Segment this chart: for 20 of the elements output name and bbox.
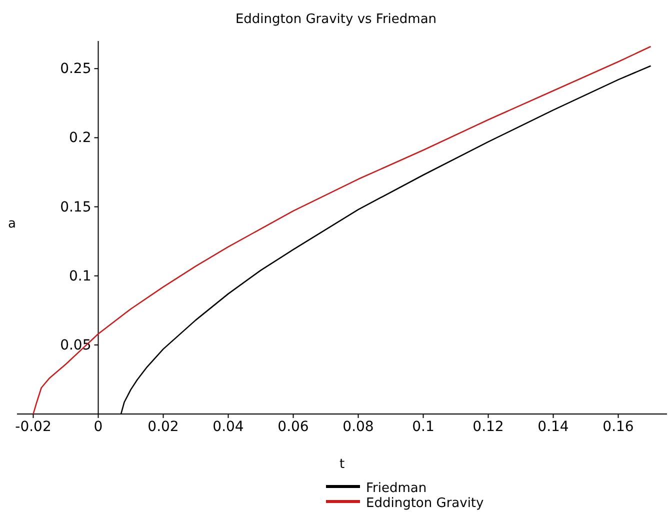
y-tick-label: 0.2 [68,130,92,146]
x-tick-label: 0.06 [278,418,309,435]
x-tick-label: 0.02 [148,418,179,435]
legend-label: Eddington Gravity [366,496,484,511]
x-tick-label: -0.02 [15,418,52,435]
x-tick-label: 0 [94,418,103,435]
x-tick-label: 0.16 [602,418,634,435]
x-tick-label: 0.1 [412,418,434,435]
x-tick-label: 0.08 [342,418,374,435]
line-series [32,46,652,415]
x-axis-title: t [339,457,345,472]
chart-title: Eddington Gravity vs Friedman [235,12,437,27]
x-tick-label: 0.04 [212,418,244,435]
x-tick-label: 0.14 [538,418,569,435]
y-tick-label: 0.1 [68,268,92,284]
x-tick-label: 0.12 [472,418,504,435]
y-axis-title: a [8,216,16,232]
y-tick-label: 0.25 [60,61,92,78]
y-tick-label: 0.15 [60,199,92,216]
legend-label: Friedman [366,481,427,496]
